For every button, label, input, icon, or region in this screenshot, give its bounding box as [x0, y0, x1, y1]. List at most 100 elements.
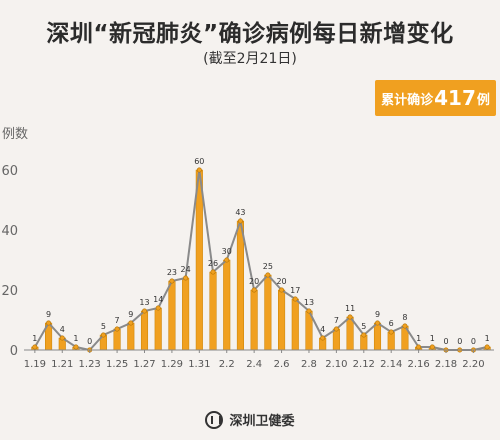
footer: 深圳卫健委: [0, 410, 500, 429]
bar: [346, 316, 354, 351]
data-label: 9: [46, 310, 51, 319]
bar: [127, 322, 135, 351]
data-point: [210, 269, 216, 275]
x-tick-label: 2.16: [407, 359, 429, 370]
x-tick-label: 2.8: [301, 359, 317, 370]
bar: [332, 328, 340, 351]
data-label: 17: [290, 286, 300, 295]
data-point: [374, 320, 380, 326]
x-tick-label: 1.21: [51, 359, 73, 370]
shenzhen-health-logo-icon: [205, 410, 224, 429]
data-label: 1: [430, 334, 435, 343]
bar: [140, 310, 149, 351]
data-point: [59, 335, 65, 341]
x-tick-label: 2.4: [246, 359, 262, 370]
bar: [278, 289, 286, 351]
data-point: [196, 167, 202, 173]
trend-line: [34, 169, 488, 352]
data-point: [292, 296, 298, 302]
data-label: 7: [334, 316, 339, 325]
chart-subtitle: (截至2月21日): [203, 51, 297, 67]
bar: [168, 280, 176, 351]
x-tick-label: 2.14: [380, 359, 402, 370]
data-label: 23: [167, 268, 177, 277]
data-point: [155, 305, 161, 311]
y-tick-label: 40: [1, 224, 18, 239]
data-point: [46, 320, 52, 326]
data-point: [169, 278, 175, 284]
x-tick-label: 1.19: [24, 359, 46, 370]
data-label: 13: [139, 298, 149, 307]
trend-line-group: [34, 169, 488, 352]
data-point: [347, 314, 353, 320]
data-point: [306, 308, 312, 314]
bar: [209, 271, 217, 351]
bar: [223, 259, 231, 351]
data-label: 0: [443, 337, 448, 346]
data-point: [388, 329, 394, 335]
data-label: 0: [87, 337, 92, 346]
footer-org: 深圳卫健委: [229, 414, 295, 429]
data-label: 13: [304, 298, 314, 307]
bar: [113, 328, 121, 351]
data-label: 0: [471, 337, 476, 346]
chart-title: 深圳“新冠肺炎”确诊病例每日新增变化: [46, 21, 454, 47]
bar: [154, 307, 162, 351]
data-label: 1: [485, 334, 490, 343]
data-point: [361, 332, 367, 338]
data-label: 24: [181, 265, 191, 274]
data-point: [100, 332, 106, 338]
points-group: [32, 167, 490, 353]
data-point: [416, 344, 422, 350]
bar: [264, 274, 272, 351]
x-tick-label: 1.23: [79, 359, 101, 370]
x-tick-label: 2.18: [435, 359, 457, 370]
data-point: [279, 287, 285, 293]
bar: [373, 322, 382, 351]
data-point: [237, 218, 243, 224]
total-suffix: 例: [476, 92, 490, 108]
data-point: [224, 257, 230, 263]
bar: [182, 277, 190, 351]
data-label: 25: [263, 262, 273, 271]
y-axis-label: 例数: [2, 127, 29, 142]
x-tick-label: 1.29: [161, 359, 183, 370]
data-point: [320, 335, 326, 341]
data-label: 20: [276, 277, 286, 286]
data-point: [73, 344, 79, 350]
y-tick-label: 0: [10, 344, 18, 359]
data-label: 0: [457, 337, 462, 346]
total-cases-badge: 累计确诊 417 例: [375, 80, 496, 116]
data-label: 5: [361, 322, 366, 331]
x-tick-label: 2.20: [462, 359, 484, 370]
data-label: 60: [194, 157, 204, 166]
data-label: 1: [416, 334, 421, 343]
data-point: [265, 272, 271, 278]
data-point: [114, 326, 120, 332]
data-point: [32, 344, 38, 350]
data-label: 1: [73, 334, 78, 343]
x-tick-label: 1.27: [133, 359, 155, 370]
x-tick-label: 2.10: [325, 359, 347, 370]
y-tick-label: 20: [1, 284, 18, 299]
total-prefix: 累计确诊: [381, 92, 434, 108]
data-point: [484, 344, 490, 350]
data-label: 14: [153, 295, 163, 304]
data-label: 4: [60, 325, 65, 334]
data-label: 9: [375, 310, 380, 319]
x-tick-label: 1.25: [106, 359, 128, 370]
y-tick-label: 60: [1, 164, 18, 179]
x-tick-label: 2.2: [219, 359, 235, 370]
data-point: [128, 320, 134, 326]
data-point: [402, 323, 408, 329]
data-point: [429, 344, 435, 350]
total-number: 417: [434, 86, 476, 110]
x-tick-label: 1.31: [188, 359, 210, 370]
data-label: 30: [222, 247, 232, 256]
bar: [195, 169, 203, 351]
data-label: 9: [128, 310, 133, 319]
x-tick-label: 2.6: [274, 359, 290, 370]
bar: [250, 289, 258, 351]
